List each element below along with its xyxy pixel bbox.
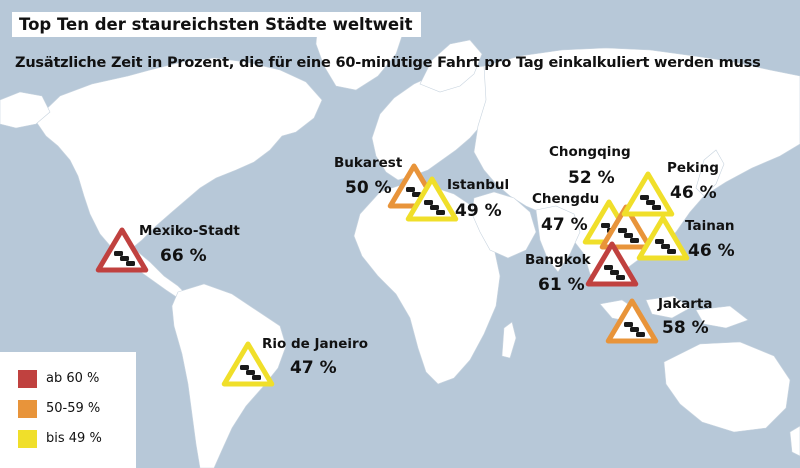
city-name-peking: Peking [667,160,719,176]
city-name-mexiko-stadt: Mexiko-Stadt [139,223,240,239]
legend-swatch-yellow [18,430,37,448]
marker-tainan [636,215,690,261]
warning-triangle-istanbul [405,176,459,222]
warning-triangle-tainan [636,215,690,261]
warning-triangle-bangkok [585,241,639,287]
city-value-bangkok: 61 % [538,275,585,295]
car-icon-chongqing-2 [630,238,639,243]
car-icon-chongqing-1 [624,233,633,238]
marker-peking [621,171,675,217]
car-icon-jakarta-1 [630,327,639,332]
landmass-new-zealand [789,425,800,457]
marker-jakarta [605,298,659,344]
landmass-north-america [34,57,323,257]
landmass-madagascar [501,321,517,359]
landmass-scandinavia [419,39,483,93]
map-title: Top Ten der staureichsten Städte weltwei… [19,15,413,34]
warning-triangle-jakarta [605,298,659,344]
car-icon-mexiko-stadt-0 [114,251,123,256]
city-markers [95,163,690,387]
city-name-chengdu: Chengdu [532,191,600,207]
car-icon-peking-1 [646,200,655,205]
map-subtitle: Zusätzliche Zeit in Prozent, die für ein… [15,55,761,71]
landmass-india [535,205,581,273]
warning-triangle-mexiko-stadt [95,227,149,273]
car-icon-chengdu-0 [601,223,610,228]
warning-triangle-peking [621,171,675,217]
car-icon-mexiko-stadt-2 [126,261,135,266]
car-icon-chongqing-0 [618,228,627,233]
city-name-jakarta: Jakarta [658,296,713,312]
city-value-istanbul: 49 % [455,201,502,221]
legend-label-orange: 50-59 % [46,401,101,416]
car-icon-istanbul-0 [424,200,433,205]
landmass-indonesia [599,295,749,329]
city-name-chongqing: Chongqing [549,144,631,160]
legend-label-yellow: bis 49 % [46,431,102,446]
city-value-bukarest: 50 % [345,178,392,198]
car-icon-tainan-0 [655,239,664,244]
marker-mexiko-stadt [95,227,149,273]
car-icon-bangkok-1 [610,270,619,275]
city-name-tainan: Tainan [685,218,735,234]
car-icon-bukarest-1 [412,192,421,197]
legend-swatch-red [18,370,37,388]
car-icon-mexiko-stadt-1 [120,256,129,261]
car-icon-rio-1 [246,370,255,375]
city-value-chongqing: 52 % [568,168,615,188]
marker-istanbul [405,176,459,222]
landmass-australia [663,341,791,433]
city-name-rio: Rio de Janeiro [262,336,368,352]
car-icon-rio-2 [252,375,261,380]
city-value-peking: 46 % [670,183,717,203]
car-icon-istanbul-1 [430,205,439,210]
legend-label-red: ab 60 % [46,371,100,386]
city-name-bukarest: Bukarest [334,155,403,171]
city-value-tainan: 46 % [688,241,735,261]
car-icon-tainan-2 [667,249,676,254]
landmass-alaska [0,91,51,129]
marker-rio [221,341,275,387]
warning-triangle-rio [221,341,275,387]
city-name-bangkok: Bangkok [525,252,591,268]
city-value-jakarta: 58 % [662,318,709,338]
legend-swatch-orange [18,400,37,418]
landmass-africa [353,183,501,385]
warning-triangle-chongqing [599,204,653,250]
landmass-japan [695,149,725,197]
city-value-chengdu: 47 % [541,215,588,235]
car-icon-peking-0 [640,195,649,200]
car-icon-tainan-1 [661,244,670,249]
legend: ab 60 % 50-59 % bis 49 % [0,352,136,468]
city-name-istanbul: Istanbul [447,177,510,193]
car-icon-bangkok-2 [616,275,625,280]
car-icon-jakarta-2 [636,332,645,337]
marker-bangkok [585,241,639,287]
car-icon-rio-0 [240,365,249,370]
car-icon-istanbul-2 [436,210,445,215]
car-icon-bukarest-0 [406,187,415,192]
city-value-rio: 47 % [290,358,337,378]
marker-chongqing [599,204,653,250]
car-icon-peking-2 [652,205,661,210]
car-icon-bangkok-0 [604,265,613,270]
title-box: Top Ten der staureichsten Städte weltwei… [12,12,421,37]
landmass-arabia [471,191,537,259]
car-icon-jakarta-0 [624,322,633,327]
city-value-mexiko-stadt: 66 % [160,246,207,266]
